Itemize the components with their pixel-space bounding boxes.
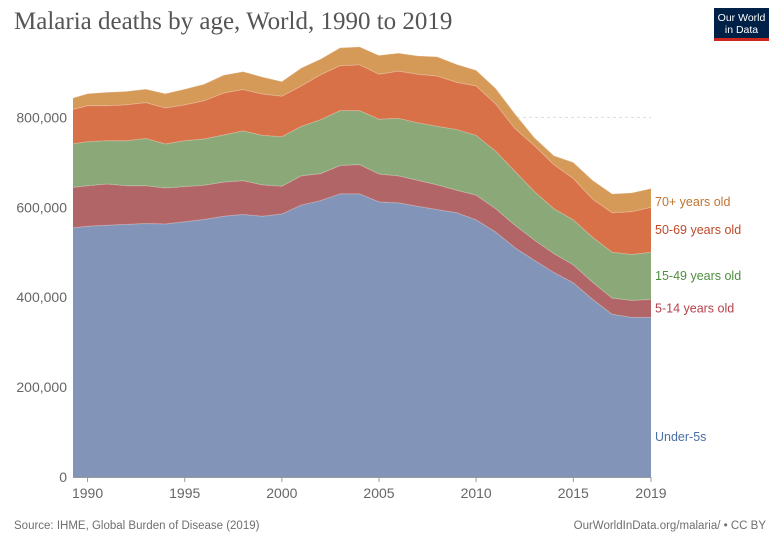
series-label-0: Under-5s [655, 430, 706, 444]
x-tick-label: 2019 [635, 485, 666, 501]
x-tick-label: 2000 [266, 485, 297, 501]
x-tick-label: 2010 [461, 485, 492, 501]
area-series-2 [73, 110, 651, 301]
area-series-3 [73, 64, 651, 255]
series-label-2: 15-49 years old [655, 269, 741, 283]
area-layer [73, 46, 651, 477]
logo-line-1: Our World [717, 12, 766, 24]
credit-link[interactable]: OurWorldInData.org/malaria/ • CC BY [573, 520, 766, 532]
series-label-3: 50-69 years old [655, 223, 741, 237]
y-tick-label: 200,000 [16, 379, 67, 395]
area-edge-2 [73, 110, 651, 256]
area-series-4 [73, 46, 651, 213]
x-tick-label: 2005 [363, 485, 394, 501]
y-tick-label: 400,000 [16, 289, 67, 305]
y-tick-label: 0 [59, 469, 67, 485]
y-tick-label: 600,000 [16, 199, 67, 215]
x-tick-label: 1990 [72, 485, 103, 501]
x-tick-label: 1995 [169, 485, 200, 501]
chart-title: Malaria deaths by age, World, 1990 to 20… [14, 8, 453, 35]
y-tick-label: 800,000 [16, 109, 67, 125]
area-series-0 [73, 193, 651, 477]
area-edge-1 [73, 164, 651, 301]
series-label-layer: Under-5s 5-14 years old 15-49 years old 50-… [655, 195, 741, 444]
logo-line-2: in Data [724, 24, 759, 36]
x-tick-label: 2015 [558, 485, 589, 501]
area-series-1 [73, 164, 651, 318]
owid-logo[interactable]: Our World in Data [714, 8, 769, 41]
series-label-4: 70+ years old [655, 195, 730, 209]
area-edge-4 [73, 46, 651, 195]
logo-accent-bar [714, 38, 769, 41]
series-label-1: 5-14 years old [655, 301, 734, 315]
source-note: Source: IHME, Global Burden of Disease (… [14, 520, 260, 532]
area-edge-0 [73, 193, 651, 318]
area-edge-3 [73, 64, 651, 214]
axis-layer: 0 200,000 400,000 600,000 800,000 1990 1995 200… [16, 109, 666, 501]
